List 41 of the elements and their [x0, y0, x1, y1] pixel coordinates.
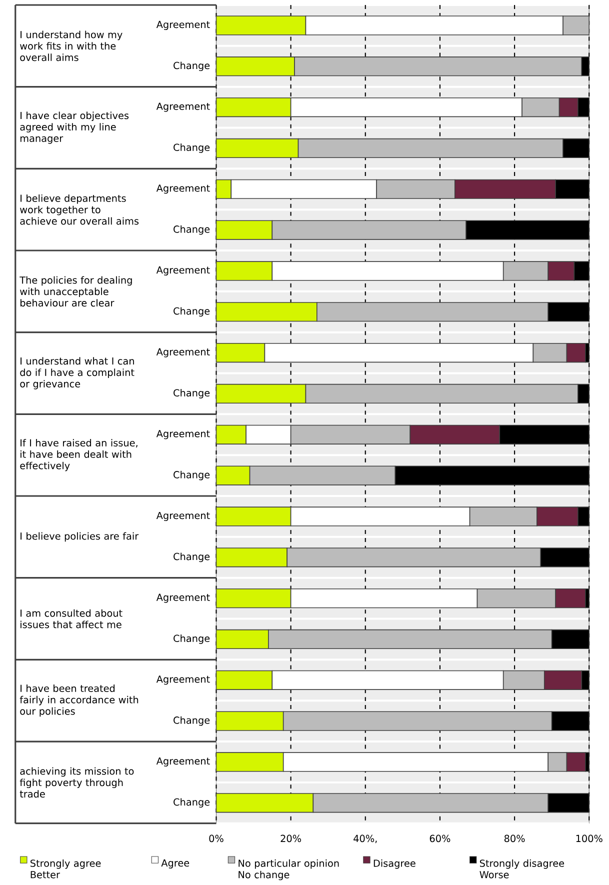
text: I understand how my work fits in with the overall aims — [20, 30, 122, 62]
x-tick-label: 20% — [280, 834, 302, 842]
y-tick-label: Change — [174, 62, 210, 72]
legend-label: Strongly disagree Worse — [480, 859, 564, 878]
text: I am consulted about issues that affect me — [20, 609, 122, 628]
y-tick-label: Agreement — [156, 757, 210, 767]
y-tick-label: Change — [174, 552, 210, 562]
y-tick-label: Change — [174, 716, 210, 726]
x-tick-label: 100% — [576, 834, 602, 842]
y-tick-label: Agreement — [156, 348, 210, 358]
y-tick-label: Agreement — [156, 266, 210, 276]
x-tick-label: 0% — [209, 834, 224, 842]
y-tick-label: Change — [174, 634, 210, 644]
y-tick-label: Change — [174, 144, 210, 153]
x-tick-label: 60% — [430, 834, 450, 842]
y-tick-label: Agreement — [156, 184, 210, 194]
text: The policies for dealing with unacceptable behaviour are clear — [20, 276, 132, 307]
y-tick-label: Agreement — [156, 102, 210, 112]
y-tick-label: Change — [174, 225, 210, 235]
y-tick-label: Change — [174, 798, 210, 808]
y-tick-label: Change — [174, 307, 210, 317]
legend-label: Agree — [161, 859, 190, 868]
y-tick-label: Agreement — [156, 594, 210, 603]
y-tick-label: Change — [174, 389, 210, 398]
y-tick-label: Agreement — [156, 676, 210, 685]
y-tick-label: Agreement — [156, 512, 210, 522]
legend-label: Strongly agree Better — [30, 859, 101, 878]
text: I believe policies are fair — [20, 532, 139, 542]
y-tick-label: Agreement — [156, 430, 210, 440]
y-tick-label: Agreement — [156, 20, 210, 30]
legend-label: Disagree — [374, 859, 416, 869]
x-tick-label: 80% — [504, 834, 525, 842]
text: I have clear objectives agreed with my line manager — [20, 112, 129, 144]
y-tick-label: Change — [174, 470, 210, 480]
legend-label: No particular opinion No change — [238, 859, 339, 880]
text: If I have raised an issue, it have been dealt with effectively — [20, 439, 138, 472]
text: I have been treated fairly in accordance with our policies — [20, 684, 138, 717]
text: I believe departments work together to achieve our overall aims — [20, 194, 139, 225]
x-tick-label: 40%, — [354, 834, 377, 844]
text: achieving its mission to fight poverty through trade — [20, 767, 134, 798]
text: I understand what I can do if I have a complaint or grievance — [20, 357, 134, 390]
